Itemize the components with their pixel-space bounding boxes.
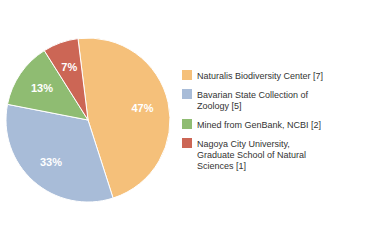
legend-label: Naturalis Biodiversity Center [7] xyxy=(197,71,323,81)
data-label: 7% xyxy=(61,61,77,73)
chart-container: 47% 33% 13% 7% Naturalis Biodiversity Center… xyxy=(0,0,380,240)
data-labels: 47% 33% 13% 7% xyxy=(31,61,154,167)
data-label: 47% xyxy=(131,102,153,114)
data-label: 33% xyxy=(40,156,62,168)
legend-label: Mined from GenBank, NCBI [2] xyxy=(197,120,321,130)
chart: 47% 33% 13% 7% Naturalis Biodiversity Center… xyxy=(0,0,380,240)
legend-label: Bavarian State Collection ofZoology [5] xyxy=(197,90,309,111)
legend: Naturalis Biodiversity Center [7] Bavaria… xyxy=(182,70,323,171)
legend-swatch xyxy=(182,70,192,80)
slice xyxy=(44,39,88,120)
legend-swatch xyxy=(182,119,192,129)
legend-label: Nagoya City University,Graduate School o… xyxy=(197,139,306,171)
legend-swatch xyxy=(182,89,192,99)
slices xyxy=(6,38,170,202)
slice xyxy=(6,104,113,202)
legend-swatch xyxy=(182,138,192,148)
data-label: 13% xyxy=(31,82,53,94)
